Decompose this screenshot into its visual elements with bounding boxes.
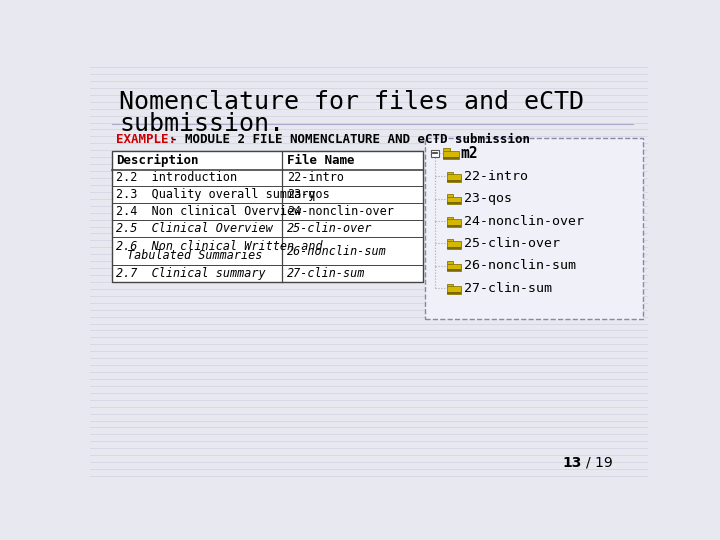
- Text: 24-nonclin-over: 24-nonclin-over: [287, 205, 394, 218]
- Text: / 19: / 19: [586, 456, 613, 470]
- Text: 2.6  Non clinical Written and: 2.6 Non clinical Written and: [117, 240, 323, 253]
- Bar: [447, 264, 462, 271]
- Text: 22-intro: 22-intro: [287, 172, 344, 185]
- Bar: [425, 138, 644, 319]
- Text: Description: Description: [117, 154, 199, 167]
- Text: EXAMPLE:: EXAMPLE:: [117, 132, 176, 146]
- Bar: [447, 180, 462, 182]
- Bar: [444, 151, 459, 159]
- Bar: [447, 284, 453, 286]
- Bar: [447, 292, 462, 294]
- Text: 13: 13: [562, 456, 581, 470]
- Text: 23-qos: 23-qos: [464, 192, 511, 205]
- Bar: [447, 241, 462, 249]
- Text: File Name: File Name: [287, 154, 354, 167]
- Bar: [447, 269, 462, 271]
- Bar: [431, 150, 438, 157]
- Text: 25-clin-over: 25-clin-over: [287, 222, 372, 235]
- Bar: [447, 202, 462, 204]
- Text: 2.5  Clinical Overview: 2.5 Clinical Overview: [117, 222, 273, 235]
- Text: - MODULE 2 FILE NOMENCLATURE AND eCTD submission: - MODULE 2 FILE NOMENCLATURE AND eCTD su…: [170, 132, 530, 146]
- Bar: [447, 172, 453, 174]
- Bar: [447, 197, 462, 204]
- Text: 24-nonclin-over: 24-nonclin-over: [464, 214, 583, 228]
- Bar: [447, 194, 453, 197]
- Text: 26-nonclin-sum: 26-nonclin-sum: [287, 245, 387, 258]
- Text: submission.: submission.: [120, 112, 284, 136]
- Bar: [447, 239, 453, 241]
- Text: 27-clin-sum: 27-clin-sum: [287, 267, 365, 280]
- Bar: [447, 247, 462, 249]
- Text: 25-clin-over: 25-clin-over: [464, 237, 559, 250]
- Bar: [447, 225, 462, 227]
- Bar: [447, 261, 453, 264]
- Bar: [112, 151, 423, 282]
- Bar: [447, 217, 453, 219]
- Text: m2: m2: [461, 146, 478, 161]
- Text: Nomenclature for files and eCTD: Nomenclature for files and eCTD: [120, 90, 585, 114]
- Text: 26-nonclin-sum: 26-nonclin-sum: [464, 259, 575, 272]
- Bar: [447, 219, 462, 227]
- Bar: [444, 148, 449, 151]
- Text: 22-intro: 22-intro: [464, 170, 528, 183]
- Text: 27-clin-sum: 27-clin-sum: [464, 281, 552, 295]
- Text: 23-qos: 23-qos: [287, 188, 330, 201]
- Bar: [447, 286, 462, 294]
- Text: 2.3  Quality overall summary: 2.3 Quality overall summary: [117, 188, 316, 201]
- Bar: [447, 174, 462, 182]
- Text: 2.7  Clinical summary: 2.7 Clinical summary: [117, 267, 266, 280]
- Bar: [444, 157, 459, 159]
- Text: 2.2  introduction: 2.2 introduction: [117, 172, 238, 185]
- Text: 2.4  Non clinical Overview: 2.4 Non clinical Overview: [117, 205, 302, 218]
- Text: Tabulated Summaries: Tabulated Summaries: [127, 249, 263, 262]
